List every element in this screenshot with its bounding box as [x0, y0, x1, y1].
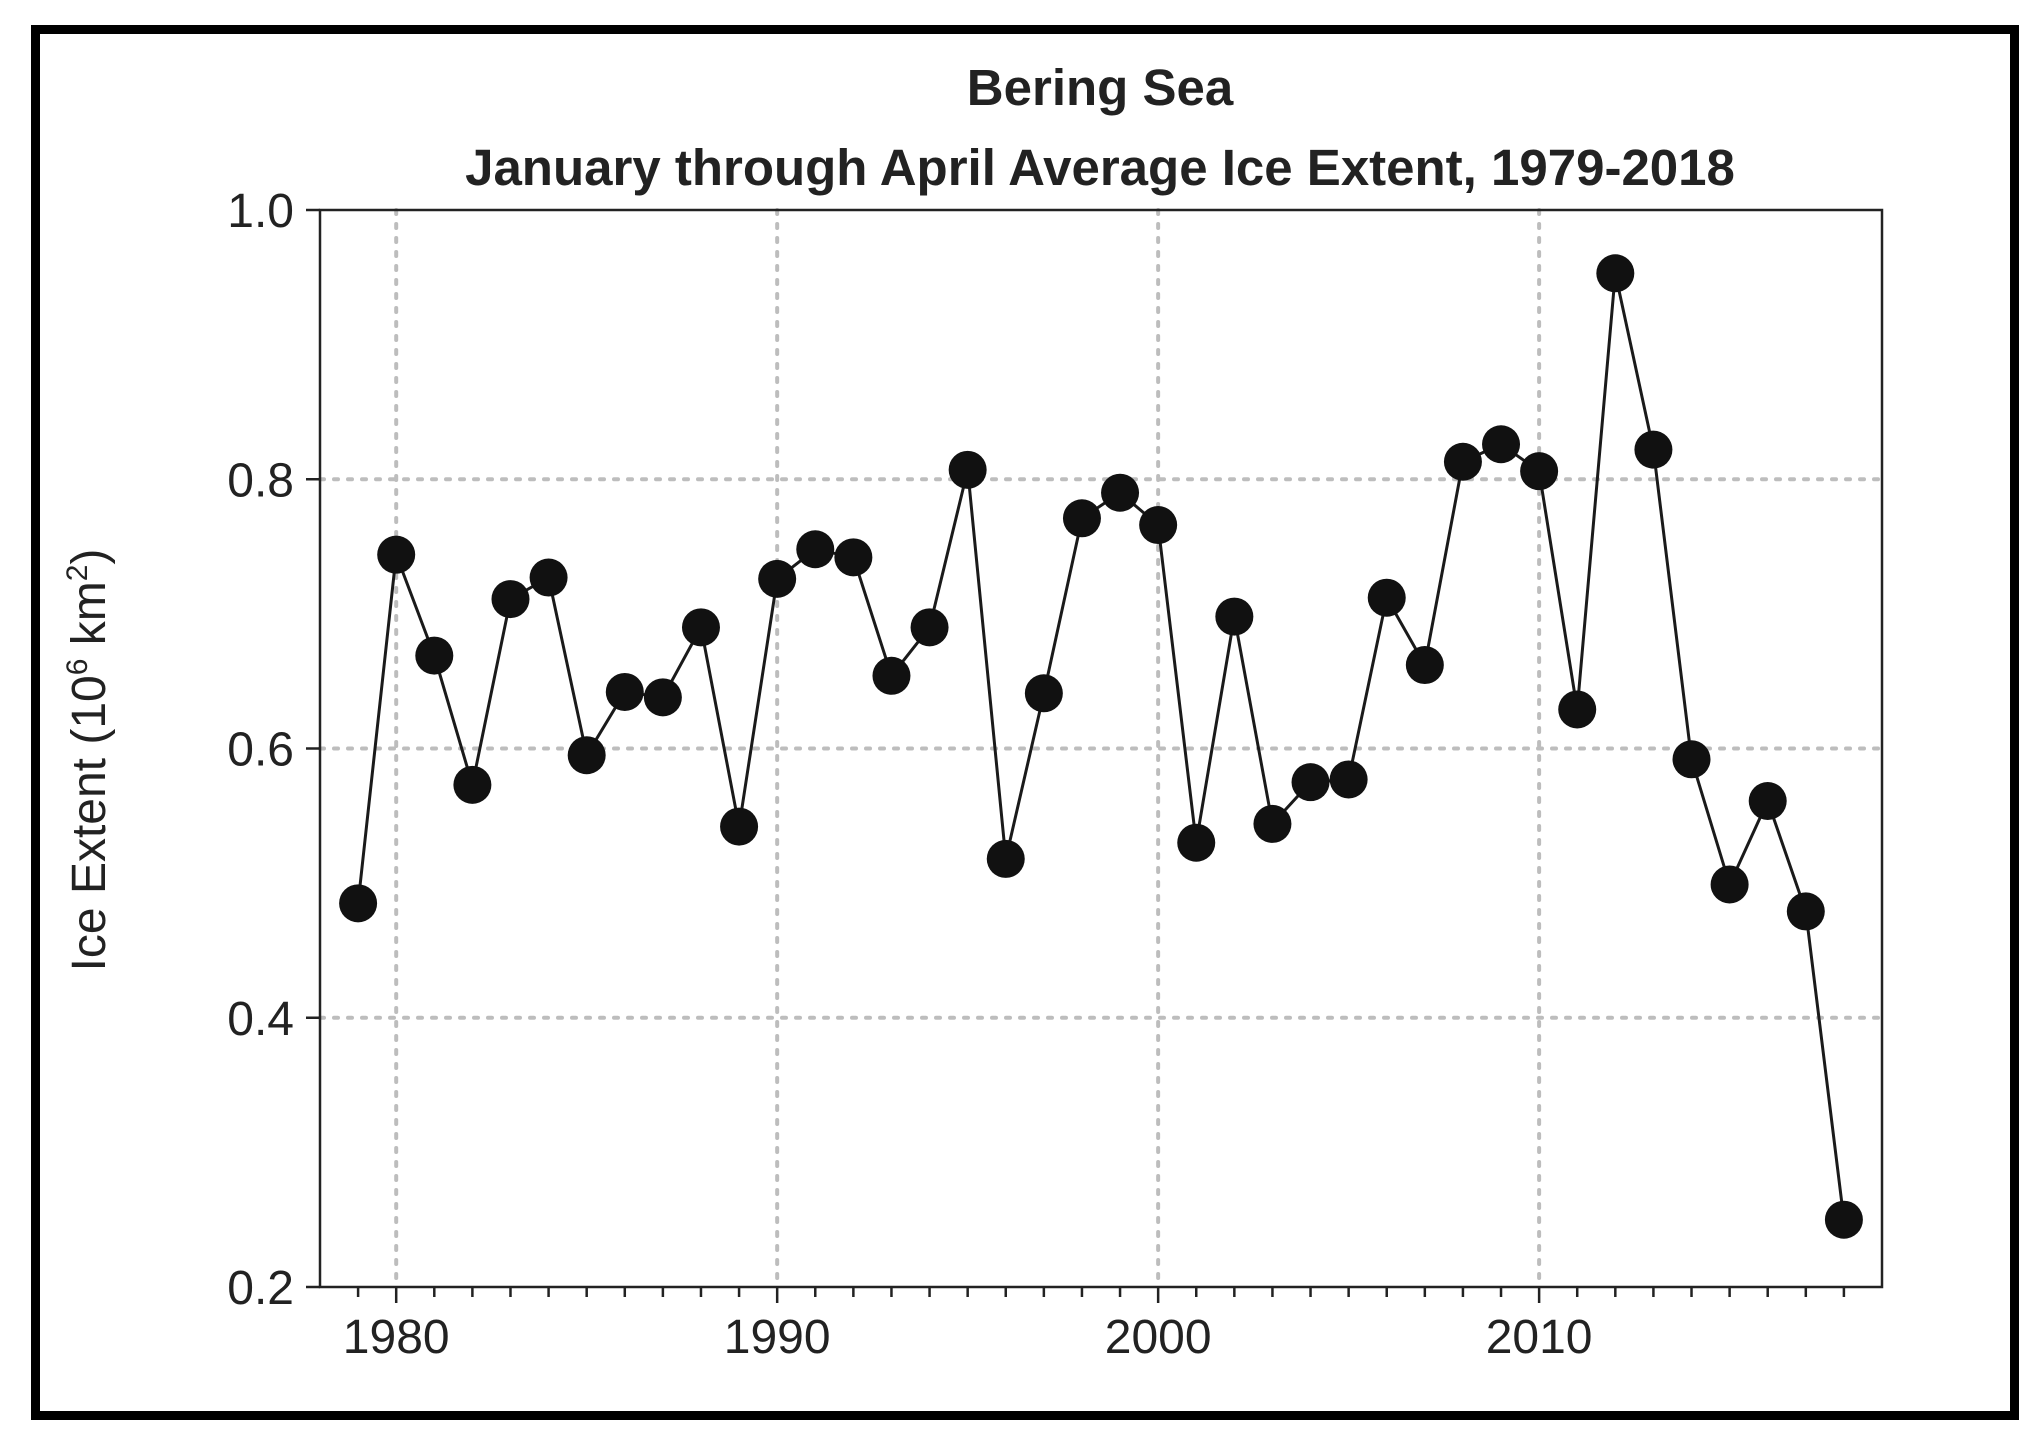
- data-point-1981: [415, 636, 454, 675]
- y-axis-label-exp2: 2: [61, 565, 94, 582]
- data-point-2013: [1634, 430, 1673, 469]
- data-point-1992: [834, 538, 873, 577]
- data-point-2003: [1253, 804, 1292, 843]
- y-axis-label-exp1: 6: [61, 659, 94, 676]
- data-point-2007: [1405, 646, 1444, 685]
- series-line: [356, 271, 1846, 1220]
- chart-title: Bering Sea: [967, 59, 1234, 116]
- data-point-2001: [1177, 823, 1216, 862]
- data-point-1986: [605, 672, 644, 711]
- data-point-1995: [948, 450, 987, 489]
- y-axis-label-prefix: Ice Extent (10: [63, 675, 116, 971]
- data-point-2002: [1215, 597, 1254, 636]
- y-axis-label-suffix: ): [63, 549, 116, 565]
- data-point-2006: [1367, 578, 1406, 617]
- data-point-2008: [1443, 442, 1482, 481]
- data-point-1985: [567, 736, 606, 775]
- data-point-1988: [681, 608, 720, 647]
- plot-area-border: [318, 208, 1884, 1289]
- data-point-2010: [1520, 452, 1559, 491]
- data-point-1991: [796, 530, 835, 569]
- data-point-1997: [1024, 674, 1063, 713]
- y-tick-label-0.2: 0.2: [227, 1262, 294, 1315]
- data-point-1998: [1062, 499, 1101, 538]
- data-point-2004: [1291, 763, 1330, 802]
- data-point-2018: [1824, 1200, 1863, 1239]
- data-point-1999: [1101, 473, 1140, 512]
- data-point-1979: [339, 884, 378, 923]
- data-point-2015: [1710, 865, 1749, 904]
- data-point-1990: [758, 559, 797, 598]
- x-tick-label-1990: 1990: [724, 1311, 831, 1364]
- grid-lines: [318, 208, 1884, 1289]
- data-point-2000: [1139, 506, 1178, 545]
- axis-ticks: [306, 208, 1846, 1303]
- data-point-1987: [643, 678, 682, 717]
- data-point-2011: [1558, 690, 1597, 729]
- data-point-1984: [529, 558, 568, 597]
- y-tick-label-0.6: 0.6: [227, 724, 294, 777]
- data-point-1994: [910, 608, 949, 647]
- y-tick-label-0.8: 0.8: [227, 454, 294, 507]
- x-tick-label-2010: 2010: [1486, 1311, 1593, 1364]
- data-point-2016: [1748, 782, 1787, 821]
- y-axis-label-middle: km: [63, 581, 116, 658]
- series-ice-extent: [339, 254, 1863, 1239]
- data-point-1983: [491, 580, 530, 619]
- chart-subtitle: January through April Average Ice Extent…: [465, 139, 1735, 196]
- y-tick-label-1: 1.0: [227, 185, 294, 238]
- tick-labels: 0.2 0.4 0.6 0.8 1.0 1980 1990 2000 2010: [227, 185, 1592, 1364]
- data-point-1982: [453, 765, 492, 804]
- y-axis-label: Ice Extent (106 km2): [61, 549, 116, 972]
- data-point-1989: [720, 807, 759, 846]
- y-tick-label-0.4: 0.4: [227, 993, 294, 1046]
- data-point-1993: [872, 656, 911, 695]
- data-point-2014: [1672, 740, 1711, 779]
- data-point-2005: [1329, 760, 1368, 799]
- data-point-2009: [1482, 425, 1521, 464]
- data-point-2017: [1786, 892, 1825, 931]
- data-point-1980: [377, 535, 416, 574]
- data-point-2012: [1596, 254, 1635, 293]
- data-point-1996: [986, 839, 1025, 878]
- x-tick-label-1980: 1980: [343, 1311, 450, 1364]
- x-tick-label-2000: 2000: [1105, 1311, 1212, 1364]
